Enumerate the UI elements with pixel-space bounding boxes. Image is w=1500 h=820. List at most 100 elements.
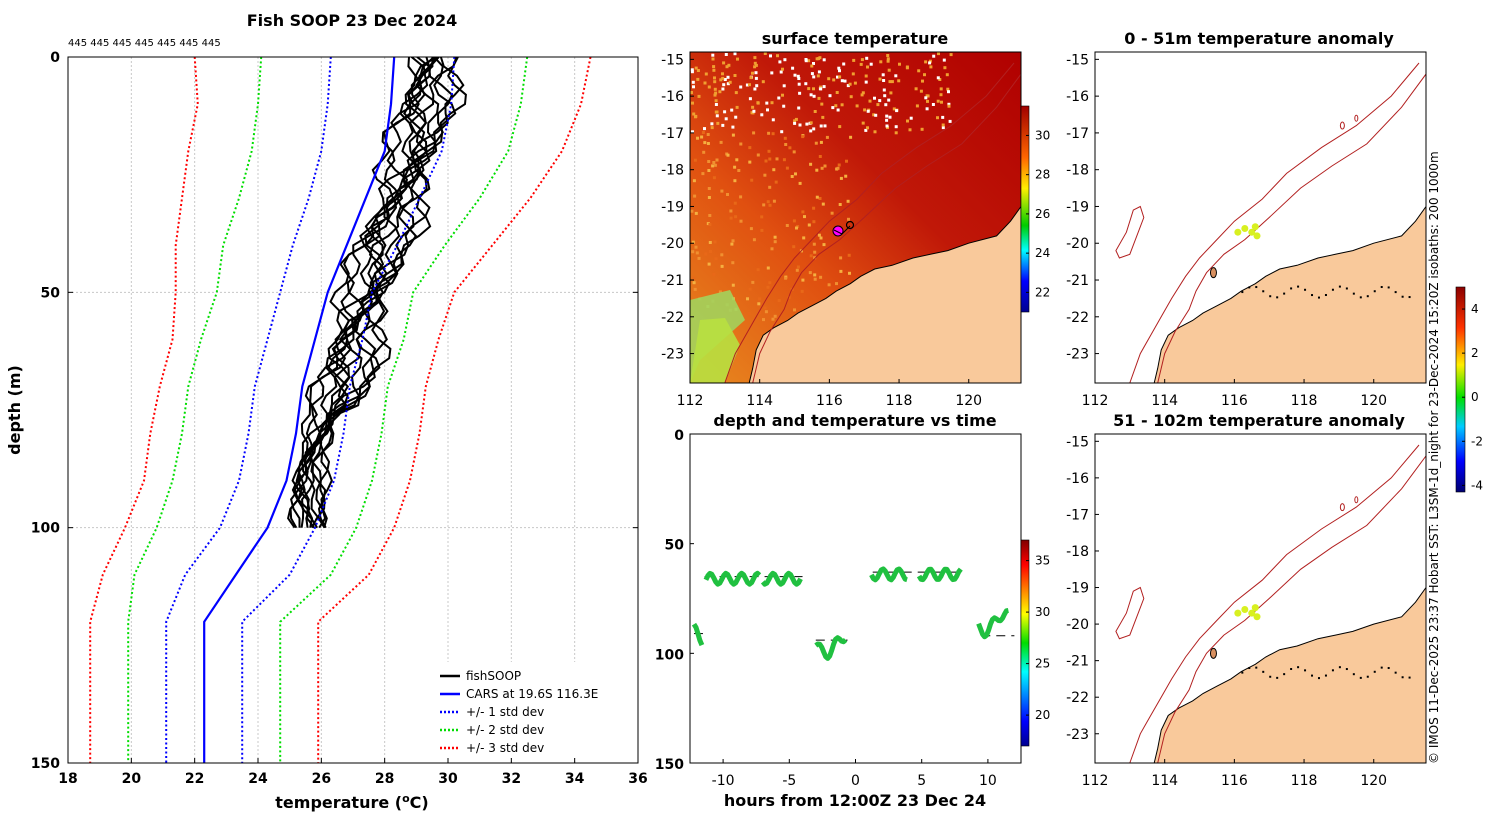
sst-pixel — [936, 99, 940, 103]
ts-ytick-label: 0 — [674, 428, 684, 444]
anomaly-lower-coastal-islet — [1338, 666, 1341, 669]
bottom-trace — [976, 607, 1009, 640]
profile-ylabel: depth (m) — [5, 365, 24, 455]
profile-xtick-label: 32 — [502, 771, 521, 787]
anomaly-lower-ytick-label: -20 — [1066, 617, 1089, 633]
sst-pixel — [737, 169, 741, 172]
bottom-trace — [691, 622, 705, 647]
sst-pixel — [690, 209, 694, 213]
anomaly-lower-ytick-label: -19 — [1066, 581, 1089, 597]
timeseries-colorbar — [1020, 539, 1030, 747]
sst-pixel — [748, 146, 752, 150]
sst-pixel — [919, 89, 923, 93]
sst-pixel — [868, 99, 872, 103]
sst-pixel — [812, 94, 816, 98]
sst-pixel — [791, 66, 795, 70]
sst-pixel — [923, 73, 926, 77]
sst-pixel — [718, 290, 722, 294]
sst-pixel — [947, 90, 950, 94]
sst-ticks: 112 114 116 118 120 -15 -16 -17 -18 -19 -20 -21 -22 -… — [661, 52, 982, 409]
sst-pixel — [920, 127, 924, 131]
sst-pixel — [915, 104, 919, 108]
legend-label: +/- 1 std dev — [466, 705, 544, 719]
sst-pixel — [798, 123, 802, 127]
sst-pixel — [731, 261, 735, 265]
ts-ytick-label: 50 — [665, 538, 685, 554]
sst-pixel — [879, 60, 883, 64]
sst-ytick-label: -19 — [661, 199, 684, 215]
sst-pixel — [707, 169, 711, 172]
sst-pixel — [745, 83, 749, 87]
sst-pixel — [784, 276, 788, 280]
sst-pixel — [813, 273, 817, 277]
anomaly-lower-coastal-islet — [1380, 666, 1383, 669]
profile-ytick-label: 50 — [41, 285, 61, 301]
anomaly-upper-coastal-islet — [1359, 296, 1362, 299]
sst-pixel — [815, 195, 819, 199]
sst-pixel — [770, 247, 774, 251]
sst-pixel — [925, 107, 929, 111]
sst-pixel — [834, 104, 838, 108]
sst-pixel — [721, 72, 724, 76]
sst-pixel — [706, 222, 710, 226]
anomaly-upper-reef-isobath — [1339, 121, 1345, 130]
sst-pixel — [760, 215, 764, 219]
sst-pixel — [729, 209, 733, 213]
sst-pixel — [809, 121, 813, 125]
sst-pixel — [756, 101, 760, 105]
sst-pixel — [760, 113, 764, 117]
sst-pixel — [724, 117, 728, 121]
sst-pixel — [792, 245, 796, 249]
sst-ytick-label: -15 — [661, 52, 684, 68]
sst-pixel — [768, 157, 772, 161]
sst-pixel — [815, 168, 819, 172]
fishsoop-cast — [289, 57, 425, 529]
sst-pixel — [766, 285, 770, 289]
sst-pixel — [823, 164, 827, 168]
sst-pixel — [832, 78, 836, 82]
sst-pixel — [846, 199, 850, 203]
sst-pixel — [764, 310, 768, 314]
anomaly-upper-island-isobath — [1115, 205, 1145, 259]
legend-label: CARS at 19.6S 116.3E — [466, 687, 598, 701]
anomaly-lower-island — [1209, 647, 1217, 659]
sst-pixel — [723, 110, 727, 114]
sst-pixel — [702, 150, 706, 154]
sst-pixel — [731, 283, 735, 287]
sst-pixel — [692, 85, 695, 89]
sst-pixel — [924, 96, 928, 100]
sst-pixel — [859, 62, 863, 66]
anomaly-upper-coastal-islet — [1338, 285, 1341, 288]
sst-pixel — [779, 70, 783, 74]
sst-pixel — [861, 121, 865, 125]
sst-pixel — [733, 52, 737, 56]
sst-pixel — [721, 76, 725, 80]
anomaly-lower-ytick-label: -17 — [1066, 507, 1089, 523]
sst-pixel — [888, 80, 892, 84]
sst-pixel — [820, 102, 824, 106]
sst-pixel — [715, 114, 719, 118]
sst-pixel — [941, 123, 945, 127]
sst-pixel — [817, 233, 821, 237]
sst-pixel — [797, 106, 801, 110]
sst-pixel — [713, 93, 717, 97]
sst-pixel — [839, 176, 843, 180]
anomaly-upper-coastal-islet — [1324, 294, 1327, 297]
sst-pixel — [713, 163, 717, 167]
sst-pixel — [941, 115, 945, 119]
sst-pixel — [733, 165, 737, 169]
sst-pixel — [701, 131, 705, 134]
sst-pixel — [792, 150, 796, 154]
sst-pixel — [715, 110, 719, 114]
sst-pixel — [812, 242, 816, 246]
sst-pixel — [747, 311, 751, 315]
sst-pixel — [837, 163, 841, 167]
sst-pixel — [771, 118, 775, 122]
sst-pixel — [802, 236, 806, 240]
sst-pixel — [853, 81, 857, 85]
sst-pixel — [697, 256, 701, 260]
sst-pixel — [753, 56, 757, 60]
fishsoop-cast — [310, 57, 457, 529]
sst-pixel — [860, 93, 864, 97]
sst-pixel — [712, 272, 716, 276]
